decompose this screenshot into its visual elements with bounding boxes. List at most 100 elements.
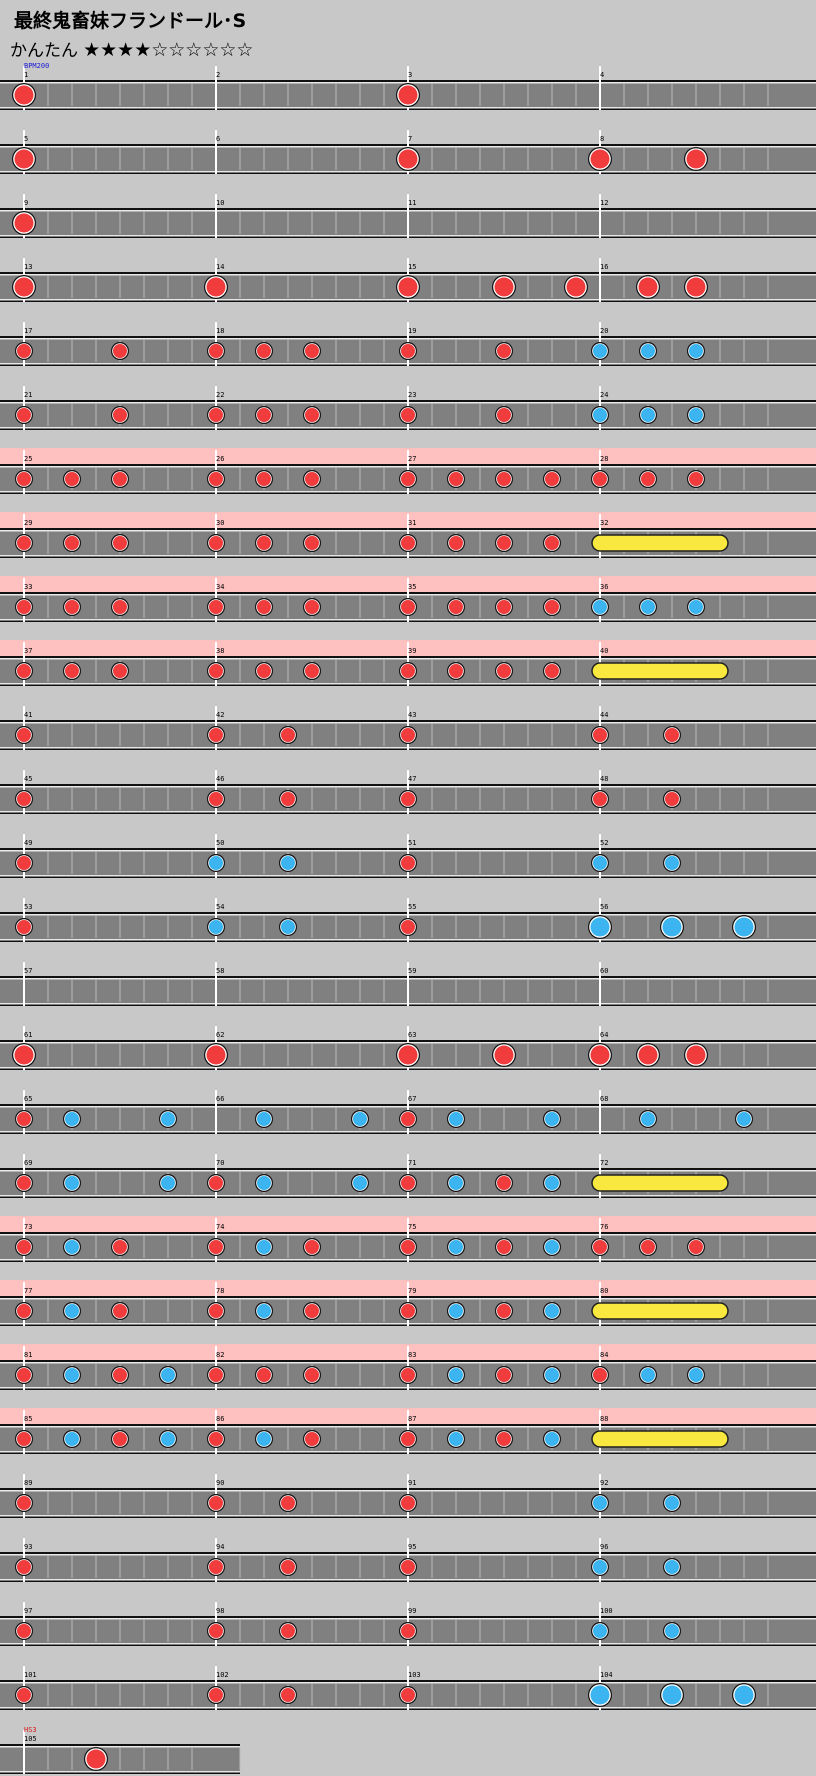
measure-number: 80 xyxy=(600,1287,608,1295)
note-face xyxy=(209,664,223,678)
note-face xyxy=(593,1240,607,1254)
note-face xyxy=(545,472,559,486)
don-note xyxy=(255,1366,273,1384)
chart-row: 89 90 91 92 xyxy=(0,1474,816,1518)
chart-row: 9 10 11 12 xyxy=(0,194,816,238)
note-face xyxy=(65,1304,79,1318)
note-face xyxy=(497,1240,511,1254)
measure-number: 60 xyxy=(600,967,608,975)
don-note xyxy=(447,470,465,488)
measure-number: 8 xyxy=(600,135,604,143)
ka-note xyxy=(591,342,609,360)
measure-number: 31 xyxy=(408,519,416,527)
note-face xyxy=(65,1112,79,1126)
measure-number: 101 xyxy=(24,1671,37,1679)
note-face xyxy=(497,600,511,614)
big-don-note xyxy=(636,1043,660,1067)
ka-note xyxy=(447,1110,465,1128)
measure-number: 7 xyxy=(408,135,412,143)
note-face xyxy=(497,1368,511,1382)
chart-row: 41 42 43 44 xyxy=(0,706,816,750)
don-note xyxy=(15,918,33,936)
note-face xyxy=(401,1240,415,1254)
don-note xyxy=(303,1302,321,1320)
note-face xyxy=(665,1624,679,1638)
don-note xyxy=(543,470,561,488)
note-face xyxy=(17,1688,31,1702)
note-face xyxy=(590,149,610,169)
note-face xyxy=(17,472,31,486)
ka-note xyxy=(543,1238,561,1256)
measure-number: 59 xyxy=(408,967,416,975)
measure-number: 24 xyxy=(600,391,608,399)
note-face xyxy=(281,1560,295,1574)
big-don-note xyxy=(492,1043,516,1067)
note-face xyxy=(113,472,127,486)
note-face xyxy=(305,664,319,678)
note-face xyxy=(398,277,418,297)
don-note xyxy=(447,662,465,680)
don-note xyxy=(207,406,225,424)
note-face xyxy=(14,213,34,233)
measure-number: 95 xyxy=(408,1543,416,1551)
chart-row: 37 38 39 40 xyxy=(0,640,816,686)
measure-number: 19 xyxy=(408,327,416,335)
don-note xyxy=(15,790,33,808)
note-face xyxy=(401,1112,415,1126)
measure-number: 16 xyxy=(600,263,608,271)
measure-number: 35 xyxy=(408,583,416,591)
ka-note xyxy=(255,1174,273,1192)
don-note xyxy=(255,534,273,552)
measure-number: 64 xyxy=(600,1031,608,1039)
measure-number: 18 xyxy=(216,327,224,335)
don-note xyxy=(255,470,273,488)
note-face xyxy=(401,1176,415,1190)
note-face xyxy=(65,600,79,614)
note-face xyxy=(281,792,295,806)
measure-number: 20 xyxy=(600,327,608,335)
ka-note xyxy=(591,1622,609,1640)
measure-number: 61 xyxy=(24,1031,32,1039)
note-face xyxy=(209,792,223,806)
note-face xyxy=(113,344,127,358)
note-face xyxy=(209,1624,223,1638)
note-face xyxy=(17,1176,31,1190)
don-note xyxy=(279,726,297,744)
note-face xyxy=(449,1240,463,1254)
scroll-marker: HS3 xyxy=(24,1726,37,1734)
big-don-note xyxy=(12,1043,36,1067)
don-note xyxy=(15,1430,33,1448)
don-note xyxy=(111,1366,129,1384)
don-note xyxy=(495,342,513,360)
chart-row: 29 30 31 32 xyxy=(0,512,816,558)
drumroll-note xyxy=(591,662,729,680)
ka-note xyxy=(159,1366,177,1384)
don-note xyxy=(111,1302,129,1320)
big-don-note xyxy=(396,83,420,107)
measure-number: 41 xyxy=(24,711,32,719)
note-face xyxy=(401,1496,415,1510)
ka-note xyxy=(591,1494,609,1512)
ka-note xyxy=(663,1622,681,1640)
note-face xyxy=(281,1624,295,1638)
measure-number: 102 xyxy=(216,1671,229,1679)
bpm-marker: BPM200 xyxy=(24,62,49,70)
big-don-note xyxy=(396,1043,420,1067)
ka-note xyxy=(663,1558,681,1576)
ka-note xyxy=(591,406,609,424)
don-note xyxy=(207,1238,225,1256)
note-face xyxy=(17,1560,31,1574)
note-face xyxy=(641,1240,655,1254)
measure-number: 55 xyxy=(408,903,416,911)
note-face xyxy=(65,472,79,486)
song-title: 最終鬼畜妹フランドール･S xyxy=(14,10,247,32)
don-note xyxy=(15,1622,33,1640)
note-face xyxy=(209,1368,223,1382)
don-note xyxy=(399,1174,417,1192)
don-note xyxy=(111,406,129,424)
note-face xyxy=(401,1304,415,1318)
ka-note xyxy=(543,1174,561,1192)
don-note xyxy=(207,1366,225,1384)
don-note xyxy=(279,790,297,808)
don-note xyxy=(399,598,417,616)
